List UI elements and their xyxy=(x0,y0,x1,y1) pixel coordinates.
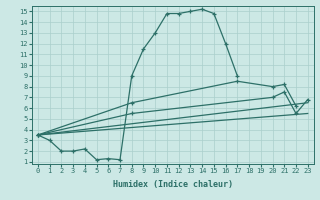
X-axis label: Humidex (Indice chaleur): Humidex (Indice chaleur) xyxy=(113,180,233,189)
